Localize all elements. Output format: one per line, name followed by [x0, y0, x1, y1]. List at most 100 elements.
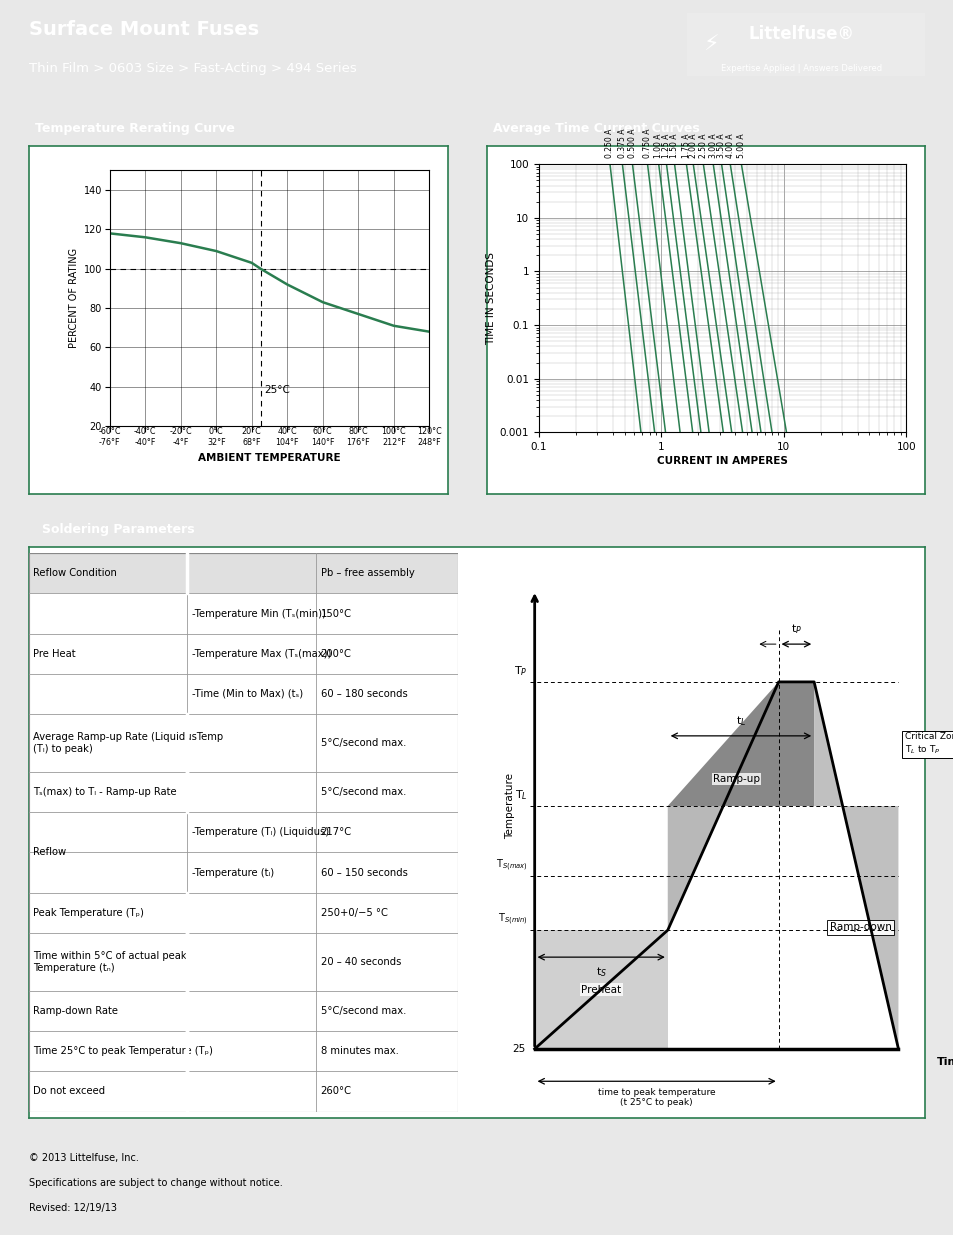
Text: Expertise Applied | Answers Delivered: Expertise Applied | Answers Delivered: [720, 64, 881, 73]
Text: 5°C/second max.: 5°C/second max.: [320, 739, 405, 748]
Text: 1.75 A: 1.75 A: [681, 133, 690, 158]
Text: 0.500 A: 0.500 A: [627, 128, 637, 158]
Text: Ramp-down Rate: Ramp-down Rate: [32, 1007, 118, 1016]
Text: -Temperature (tₗ): -Temperature (tₗ): [192, 867, 274, 878]
Text: 200°C: 200°C: [320, 648, 351, 658]
Bar: [29, 553, 457, 594]
Text: 100°C: 100°C: [381, 427, 406, 436]
Text: Specifications are subject to change without notice.: Specifications are subject to change wit…: [29, 1178, 282, 1188]
Text: 1.25 A: 1.25 A: [661, 133, 670, 158]
Text: 260°C: 260°C: [320, 1087, 351, 1097]
Bar: [29, 772, 457, 813]
Text: Revised: 12/19/13: Revised: 12/19/13: [29, 1203, 116, 1213]
Text: -76°F: -76°F: [99, 438, 120, 447]
Text: 25°C: 25°C: [264, 384, 290, 395]
Text: T$_P$: T$_P$: [514, 663, 527, 678]
Text: 150°C: 150°C: [320, 609, 351, 619]
Text: 68°F: 68°F: [242, 438, 261, 447]
Bar: [29, 852, 457, 893]
Text: 176°F: 176°F: [346, 438, 370, 447]
Text: -40°F: -40°F: [134, 438, 155, 447]
Text: 120°C: 120°C: [416, 427, 441, 436]
Text: Ramp-down: Ramp-down: [829, 923, 891, 932]
Text: 1.50 A: 1.50 A: [669, 133, 679, 158]
Text: 0.250 A: 0.250 A: [605, 128, 614, 158]
Text: 5.00 A: 5.00 A: [736, 133, 745, 158]
Text: ⚡: ⚡: [702, 35, 718, 54]
Bar: [29, 1071, 457, 1112]
Text: 60 – 180 seconds: 60 – 180 seconds: [320, 689, 407, 699]
Text: 250+0/−5 °C: 250+0/−5 °C: [320, 908, 387, 918]
Text: T$_L$: T$_L$: [515, 788, 527, 802]
Bar: [29, 1031, 457, 1071]
Text: Average Ramp-up Rate (LiquidusTemp
(Tₗ) to peak): Average Ramp-up Rate (LiquidusTemp (Tₗ) …: [32, 732, 223, 755]
Text: 1.00 A: 1.00 A: [654, 133, 662, 158]
Bar: [29, 932, 457, 990]
Text: 80°C: 80°C: [348, 427, 368, 436]
Text: 0°C: 0°C: [209, 427, 223, 436]
Text: -Time (Min to Max) (tₛ): -Time (Min to Max) (tₛ): [192, 689, 302, 699]
Bar: [29, 813, 457, 852]
Bar: [29, 674, 457, 714]
Text: T$_{S(min)}$: T$_{S(min)}$: [497, 913, 527, 927]
Y-axis label: PERCENT OF RATING: PERCENT OF RATING: [70, 248, 79, 348]
Text: -4°F: -4°F: [172, 438, 189, 447]
Text: Time: Time: [936, 1057, 953, 1067]
Text: Surface Mount Fuses: Surface Mount Fuses: [29, 20, 258, 38]
Text: 2.50 A: 2.50 A: [699, 133, 707, 158]
X-axis label: CURRENT IN AMPERES: CURRENT IN AMPERES: [657, 456, 787, 466]
Text: Temperature Rerating Curve: Temperature Rerating Curve: [35, 122, 234, 135]
Text: 5°C/second max.: 5°C/second max.: [320, 787, 405, 798]
Polygon shape: [667, 682, 813, 930]
Text: 248°F: 248°F: [417, 438, 440, 447]
Text: -60°C: -60°C: [98, 427, 121, 436]
Text: 8 minutes max.: 8 minutes max.: [320, 1046, 398, 1056]
Text: t$_S$: t$_S$: [595, 966, 606, 979]
Text: 5°C/second max.: 5°C/second max.: [320, 1007, 405, 1016]
Text: 140°F: 140°F: [311, 438, 335, 447]
Text: Time within 5°C of actual peak
Temperature (tₙ): Time within 5°C of actual peak Temperatu…: [32, 951, 187, 973]
Text: 20°C: 20°C: [242, 427, 261, 436]
Text: 212°F: 212°F: [381, 438, 405, 447]
Text: 60 – 150 seconds: 60 – 150 seconds: [320, 867, 407, 878]
Text: 3.00 A: 3.00 A: [708, 133, 717, 158]
Text: Preheat: Preheat: [580, 984, 620, 994]
Bar: [29, 714, 457, 772]
Text: 104°F: 104°F: [275, 438, 298, 447]
Text: 32°F: 32°F: [207, 438, 225, 447]
Text: Temperature: Temperature: [505, 773, 515, 839]
Text: -40°C: -40°C: [133, 427, 156, 436]
Text: Pre Heat: Pre Heat: [32, 648, 75, 658]
Text: © 2013 Littelfuse, Inc.: © 2013 Littelfuse, Inc.: [29, 1153, 138, 1163]
Text: 0.375 A: 0.375 A: [618, 128, 626, 158]
Polygon shape: [813, 682, 898, 1049]
Text: Do not exceed: Do not exceed: [32, 1087, 105, 1097]
Text: 2.00 A: 2.00 A: [688, 133, 697, 158]
Text: 20 – 40 seconds: 20 – 40 seconds: [320, 957, 400, 967]
Text: time to peak temperature
(t 25°C to peak): time to peak temperature (t 25°C to peak…: [598, 1088, 715, 1107]
Bar: [29, 594, 457, 634]
Text: AMBIENT TEMPERATURE: AMBIENT TEMPERATURE: [198, 452, 340, 463]
Text: Reflow Condition: Reflow Condition: [32, 568, 116, 578]
Text: 0.750 A: 0.750 A: [642, 128, 651, 158]
Text: -20°C: -20°C: [170, 427, 192, 436]
Text: -Temperature (Tₗ) (Liquidus): -Temperature (Tₗ) (Liquidus): [192, 827, 329, 837]
Text: -Temperature Min (Tₛ(min)): -Temperature Min (Tₛ(min)): [192, 609, 325, 619]
Text: Ramp-up: Ramp-up: [712, 774, 760, 784]
Text: 217°C: 217°C: [320, 827, 352, 837]
Text: 3.50 A: 3.50 A: [717, 133, 725, 158]
Text: Peak Temperature (Tₚ): Peak Temperature (Tₚ): [32, 908, 144, 918]
Text: Pb – free assembly: Pb – free assembly: [320, 568, 414, 578]
Text: Soldering Parameters: Soldering Parameters: [42, 524, 194, 536]
Text: Tₛ(max) to Tₗ - Ramp-up Rate: Tₛ(max) to Tₗ - Ramp-up Rate: [32, 787, 176, 798]
Text: 25: 25: [512, 1044, 525, 1053]
Text: Critical Zone
T$_L$ to T$_P$: Critical Zone T$_L$ to T$_P$: [904, 732, 953, 756]
Text: Reflow: Reflow: [32, 847, 66, 857]
Text: -Temperature Max (Tₛ(max)): -Temperature Max (Tₛ(max)): [192, 648, 331, 658]
Polygon shape: [534, 930, 667, 1049]
Bar: [29, 634, 457, 674]
Bar: [686, 14, 924, 75]
Text: 60°C: 60°C: [313, 427, 333, 436]
Text: t$_L$: t$_L$: [735, 714, 745, 727]
Y-axis label: TIME IN SECONDS: TIME IN SECONDS: [485, 252, 496, 345]
